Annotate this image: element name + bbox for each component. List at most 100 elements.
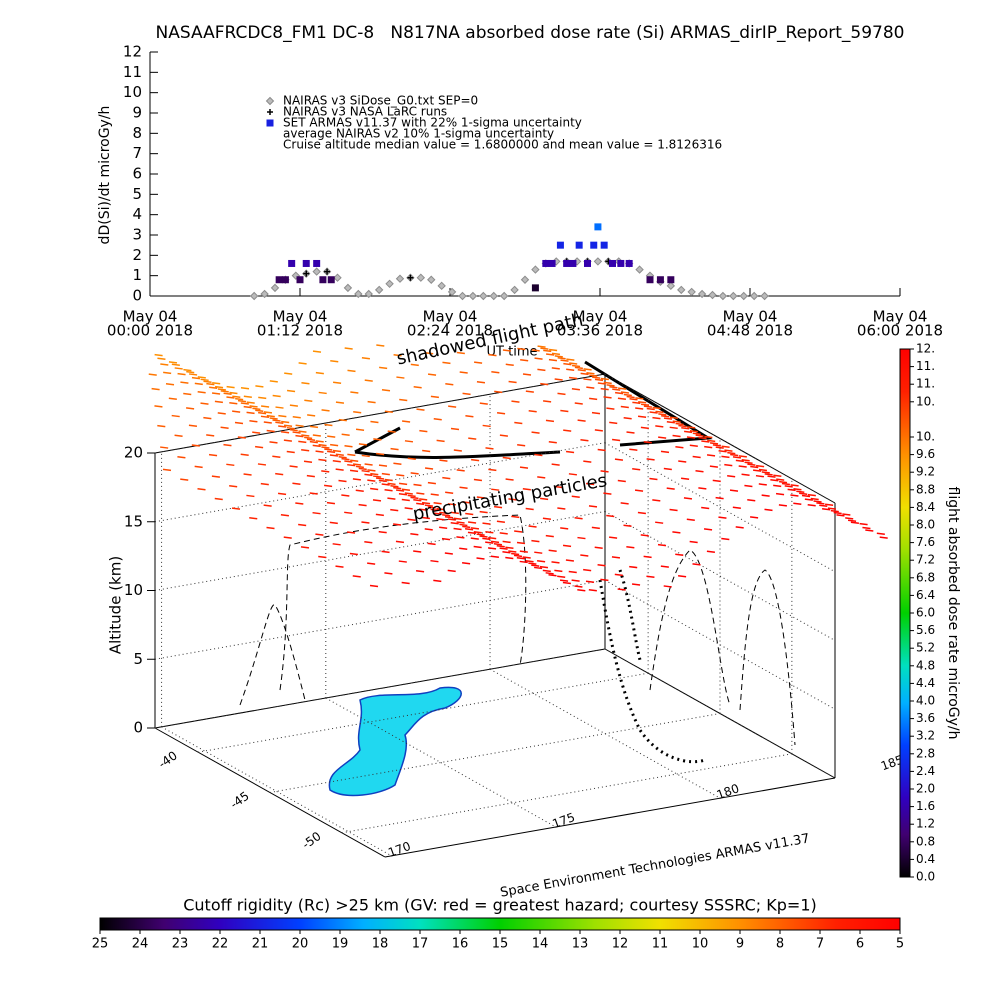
dose-dash: [275, 406, 284, 409]
dose-dash: [341, 494, 350, 497]
colorbar-tick-label: 10.: [916, 394, 935, 408]
dose-dash: [162, 468, 172, 472]
dose-dash: [410, 363, 419, 367]
dose-dash: [482, 522, 491, 525]
point: [333, 273, 342, 282]
dose-dash: [289, 465, 298, 468]
dose-dash: [615, 391, 624, 395]
dose-dash: [214, 497, 223, 501]
dose-dash: [876, 532, 885, 536]
dose-dash: [793, 502, 802, 506]
dose-dash: [617, 588, 626, 591]
dose-dash: [646, 458, 655, 461]
colorbar-tick-label: 19: [332, 937, 349, 952]
dose-dash: [493, 543, 502, 546]
dose-dash: [217, 412, 226, 415]
dose-dash: [177, 372, 186, 376]
dose-dash: [223, 392, 232, 396]
dose-dash: [580, 372, 589, 376]
dose-dash: [456, 351, 465, 355]
dose-dash: [157, 424, 166, 428]
dose-dash: [387, 497, 396, 500]
z-tick-label: 5: [133, 650, 143, 668]
point: [708, 290, 717, 300]
dose-dash: [660, 565, 669, 568]
dose-dash: [309, 425, 319, 429]
dose-dash: [326, 501, 336, 505]
x-tick-label: May 04: [123, 308, 178, 326]
dose-dash: [304, 436, 313, 440]
dose-dash: [378, 464, 388, 467]
dose-dash: [652, 406, 661, 410]
point: [635, 265, 644, 274]
dose-dash: [488, 353, 497, 357]
grid-line: [269, 713, 721, 793]
point: [499, 291, 509, 301]
dose-dash: [571, 495, 580, 498]
dose-dash: [747, 499, 756, 502]
dose-dash: [672, 434, 681, 438]
dose-dash: [183, 368, 192, 372]
dose-dash: [617, 397, 627, 401]
dose-dash: [684, 430, 693, 434]
dose-dash: [384, 478, 393, 482]
dose-dash: [750, 516, 759, 519]
dose-dash: [355, 489, 364, 492]
dose-dash: [706, 550, 715, 553]
dose-dash: [620, 405, 629, 409]
dose-dash: [301, 382, 310, 385]
dose-dash: [361, 356, 370, 360]
dose-dash: [321, 409, 330, 412]
dose-dash: [637, 415, 647, 418]
colorbar-tick-label: 8.8: [916, 482, 935, 496]
dose-dash: [574, 402, 583, 405]
dose-dash: [496, 520, 505, 524]
dose-dash: [376, 344, 385, 347]
dose-dash: [209, 386, 218, 390]
dose-dash: [344, 445, 353, 448]
dose-dash: [298, 523, 307, 527]
dose-dash: [528, 410, 537, 413]
dose-dash: [352, 463, 362, 466]
dose-dash: [488, 536, 497, 540]
dose-dash: [441, 537, 451, 541]
point: [584, 259, 591, 267]
dose-dash: [703, 528, 713, 531]
dose-dash: [306, 474, 315, 478]
dose-dash: [727, 451, 736, 455]
dose-dash: [148, 373, 157, 376]
dose-dash: [554, 569, 563, 573]
dose-dash: [456, 521, 465, 524]
dose-dash: [517, 444, 526, 447]
dose-dash: [197, 488, 206, 491]
dose-dash: [493, 505, 503, 509]
dose-dash: [499, 547, 508, 550]
dose-dash: [640, 403, 650, 406]
dose-dash: [678, 424, 687, 428]
y-tick-label: 1: [132, 266, 142, 284]
dose-dash: [370, 420, 379, 424]
dose-dash: [255, 409, 264, 413]
dose-dash: [237, 399, 247, 403]
dose-dash: [563, 429, 572, 432]
dose-dash: [813, 500, 822, 503]
dose-dash: [689, 430, 699, 433]
dose-dash: [361, 469, 370, 473]
dose-dash: [183, 392, 192, 396]
dose-dash: [551, 367, 560, 370]
dose-dash: [424, 504, 433, 507]
dose-dash: [551, 352, 561, 356]
dose-dash: [410, 532, 419, 536]
dose-dash: [468, 521, 477, 524]
dose-dash: [542, 569, 551, 573]
dose-dash: [462, 525, 471, 529]
dose-dash: [387, 482, 396, 486]
dose-dash: [448, 405, 457, 408]
dose-dash: [522, 487, 531, 491]
colorbar-tick-label: 15: [492, 937, 509, 952]
dose-dash: [424, 528, 433, 531]
dose-dash: [358, 443, 367, 446]
dose-dash: [709, 442, 719, 445]
dose-dash: [220, 390, 229, 393]
dose-dash: [381, 550, 390, 554]
